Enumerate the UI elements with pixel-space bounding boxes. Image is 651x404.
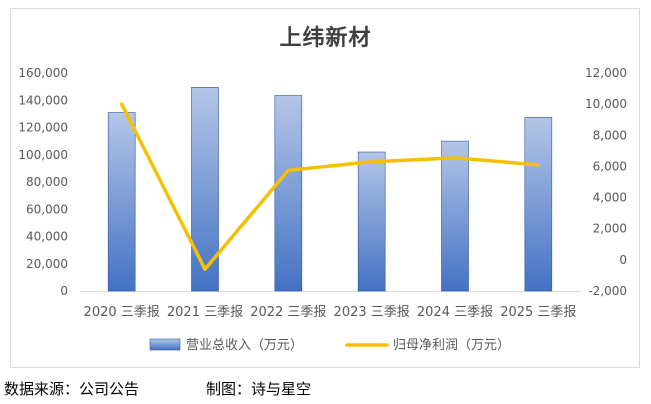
revenue-bar [441, 140, 469, 292]
right-tick-label: 4,000 [593, 191, 627, 205]
legend-revenue-label: 营业总收入（万元） [186, 338, 303, 353]
right-tick-label: 12,000 [585, 66, 627, 80]
profit-point [120, 102, 124, 106]
x-tick-label: 2020 三季报 [84, 305, 160, 320]
x-tick-label: 2021 三季报 [167, 305, 243, 320]
left-tick-label: 0 [60, 284, 68, 298]
profit-point [536, 163, 540, 167]
profit-point [453, 156, 457, 160]
right-tick-label: 2,000 [593, 222, 627, 236]
right-axis: -2,000 0 2,000 4,000 6,000 8,000 10,000 12,000 [585, 66, 627, 298]
left-tick-label: 60,000 [26, 202, 68, 216]
right-tick-label: 8,000 [593, 128, 627, 142]
legend-profit-label: 归母净利润（万元） [393, 338, 510, 353]
profit-line [119, 102, 541, 271]
profit-series-line [119, 102, 541, 271]
x-tick-label: 2022 三季报 [250, 305, 326, 320]
maker-note: 制图：诗与星空 [206, 380, 312, 398]
left-tick-label: 20,000 [26, 257, 68, 271]
right-tick-label: 0 [619, 253, 627, 267]
legend: 营业总收入（万元） 归母净利润（万元） [149, 338, 510, 353]
x-tick-label: 2024 三季报 [417, 305, 493, 320]
right-tick-label: 10,000 [585, 97, 627, 111]
revenue-bars [107, 87, 553, 292]
chart-title: 上纬新材 [279, 26, 372, 51]
left-tick-label: 40,000 [26, 230, 68, 244]
left-tick-label: 80,000 [26, 175, 68, 189]
profit-point [286, 168, 290, 172]
right-tick-label: -2,000 [588, 284, 627, 298]
left-tick-label: 100,000 [18, 148, 68, 162]
profit-point [203, 267, 207, 271]
x-axis: 2020 三季报 2021 三季报 2022 三季报 2023 三季报 2024 三季报… [84, 305, 577, 320]
revenue-bar [274, 95, 303, 292]
left-tick-label: 140,000 [18, 93, 68, 107]
legend-bar-swatch [149, 338, 181, 351]
revenue-bar [107, 112, 136, 292]
left-tick-label: 120,000 [18, 121, 68, 135]
profit-point [370, 160, 374, 164]
revenue-bar [357, 151, 386, 292]
source-note: 数据来源：公司公告 [4, 380, 140, 398]
left-tick-label: 160,000 [18, 66, 68, 80]
right-tick-label: 6,000 [593, 159, 627, 173]
footer: 数据来源：公司公告 制图：诗与星空 [4, 378, 311, 399]
left-axis: 0 20,000 40,000 60,000 80,000 100,000 120,000 1… [18, 66, 68, 298]
revenue-bar [524, 116, 553, 292]
x-tick-label: 2023 三季报 [334, 305, 410, 320]
x-tick-label: 2025 三季报 [500, 305, 576, 320]
